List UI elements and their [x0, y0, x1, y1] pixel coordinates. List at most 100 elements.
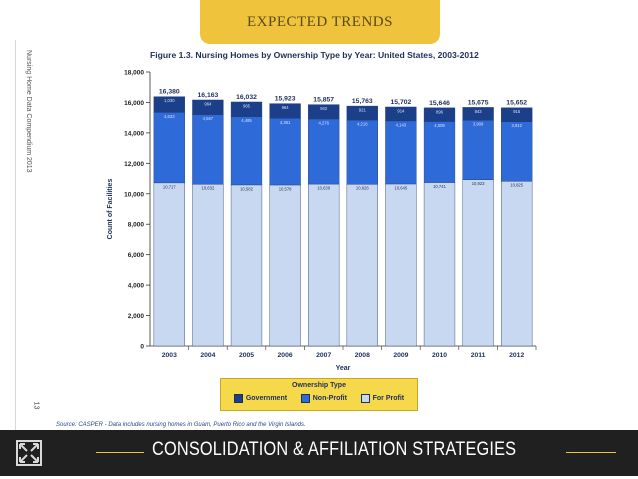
data-label: 3,909	[473, 122, 484, 127]
total-label: 15,646	[429, 100, 450, 107]
data-label: 10,626	[356, 186, 369, 191]
bar-segment-for-profit	[346, 184, 378, 347]
data-label: 10,639	[317, 186, 330, 191]
data-label: 965	[243, 103, 251, 108]
footer-title: CONSOLIDATION & AFFILIATION STRATEGIES	[152, 439, 517, 460]
x-tick-label: 2003	[162, 352, 177, 359]
stacked-bar-chart: 0 2,000 4,000 6,000 8,000 10,000 12,000 14,000 1…	[107, 70, 537, 372]
total-label: 15,857	[313, 97, 334, 104]
data-label: 921	[359, 108, 367, 113]
total-label: 15,652	[506, 100, 527, 107]
bar-segment-for-profit	[385, 183, 417, 347]
bar-segment-government	[385, 106, 417, 122]
bar-segment-non-profit	[269, 118, 301, 186]
legend-swatch-government	[233, 394, 243, 403]
total-label: 15,923	[275, 96, 296, 103]
banner: EXPECTED TRENDS	[200, 0, 440, 44]
y-tick-label: 12,000	[124, 161, 144, 168]
data-label: 10,717	[163, 184, 176, 189]
y-tick-label: 2,000	[128, 313, 145, 320]
data-label: 10,578	[279, 186, 292, 191]
data-label: 896	[436, 109, 444, 114]
data-label: 10,582	[240, 186, 253, 191]
total-label: 15,702	[391, 99, 412, 106]
data-label: 843	[475, 109, 483, 114]
side-divider	[15, 40, 16, 430]
data-label: 4,276	[318, 120, 329, 125]
y-tick-label: 10,000	[124, 191, 144, 198]
x-tick-label: 2008	[355, 352, 370, 359]
bar-segment-non-profit	[462, 120, 494, 180]
y-tick-label: 14,000	[124, 130, 144, 137]
bar-segment-government	[192, 99, 224, 115]
data-label: 4,567	[203, 116, 214, 121]
data-label: 3,912	[511, 123, 522, 128]
data-label: 10,741	[433, 184, 446, 189]
bar-segment-government	[269, 103, 301, 119]
total-label: 16,380	[159, 89, 180, 96]
data-label: 4,009	[434, 123, 445, 128]
data-label: 4,485	[241, 118, 252, 123]
data-label: 942	[320, 106, 328, 111]
total-label: 16,163	[198, 92, 219, 99]
bar-segment-government	[308, 104, 340, 120]
x-tick-label: 2011	[471, 352, 486, 359]
x-tick-label: 2012	[509, 352, 524, 359]
legend-swatch-forprofit	[360, 394, 370, 403]
total-label: 15,763	[352, 98, 373, 105]
y-tick-label: 16,000	[124, 100, 144, 107]
bar-segment-for-profit	[230, 184, 263, 347]
y-tick-label: 6,000	[128, 252, 145, 259]
legend-label-nonprofit: Non-Profit	[312, 395, 347, 402]
footer-line-left	[96, 452, 144, 453]
bar-segment-non-profit	[385, 120, 417, 185]
bar-segment-non-profit	[346, 119, 378, 185]
bar-segment-for-profit	[308, 183, 340, 347]
data-label: 10,645	[394, 185, 407, 190]
bar-segment-non-profit	[308, 118, 340, 185]
chart-title: Figure 1.3. Nursing Homes by Ownership T…	[150, 50, 479, 60]
bar-segment-government	[423, 107, 456, 122]
data-label: 964	[204, 101, 212, 106]
x-tick-label: 2009	[393, 352, 408, 359]
x-tick-label: 2006	[278, 352, 293, 359]
bar-segment-for-profit	[269, 184, 301, 347]
source-note: Source: CASPER - Data includes nursing h…	[56, 422, 306, 428]
y-tick-label: 18,000	[124, 70, 144, 77]
legend: Ownership Type Government Non-Profit For…	[220, 378, 418, 411]
data-label: 10,923	[472, 181, 485, 186]
x-tick-label: 2004	[200, 352, 215, 359]
y-tick-label: 4,000	[128, 283, 145, 290]
data-label: 915	[513, 109, 521, 114]
x-tick-label: 2007	[316, 352, 331, 359]
total-label: 15,675	[468, 99, 489, 106]
bar-segment-for-profit	[153, 182, 185, 347]
legend-title: Ownership Type	[292, 382, 346, 389]
bar-segment-government	[346, 105, 378, 121]
bar-segment-for-profit	[192, 183, 224, 347]
arrows-icon	[16, 440, 42, 466]
legend-item-forprofit: For Profit	[360, 394, 405, 403]
data-label: 4,633	[164, 114, 175, 119]
bar-segment-non-profit	[153, 112, 185, 184]
bar-segment-non-profit	[423, 121, 456, 183]
bar-segment-non-profit	[501, 121, 533, 182]
legend-label-forprofit: For Profit	[372, 395, 405, 402]
bar-segment-for-profit	[501, 181, 533, 347]
bar-segment-non-profit	[192, 114, 224, 185]
data-label: 914	[397, 108, 405, 113]
bar-segment-non-profit	[230, 116, 263, 186]
bar-segment-government	[153, 96, 185, 113]
total-label: 16,032	[236, 94, 257, 101]
data-label: 4,381	[280, 120, 291, 125]
y-tick-label: 8,000	[128, 222, 145, 229]
x-tick-label: 2010	[432, 352, 447, 359]
x-axis-label: Year	[336, 365, 351, 372]
legend-item-nonprofit: Non-Profit	[300, 394, 347, 403]
y-tick-label: 0	[140, 344, 144, 351]
y-axis-label: Count of Facilities	[107, 179, 114, 240]
data-label: 1,030	[164, 98, 175, 103]
data-label: 10,632	[201, 186, 214, 191]
footer-bar: CONSOLIDATION & AFFILIATION STRATEGIES	[0, 430, 638, 476]
bar-segment-government	[501, 107, 533, 122]
